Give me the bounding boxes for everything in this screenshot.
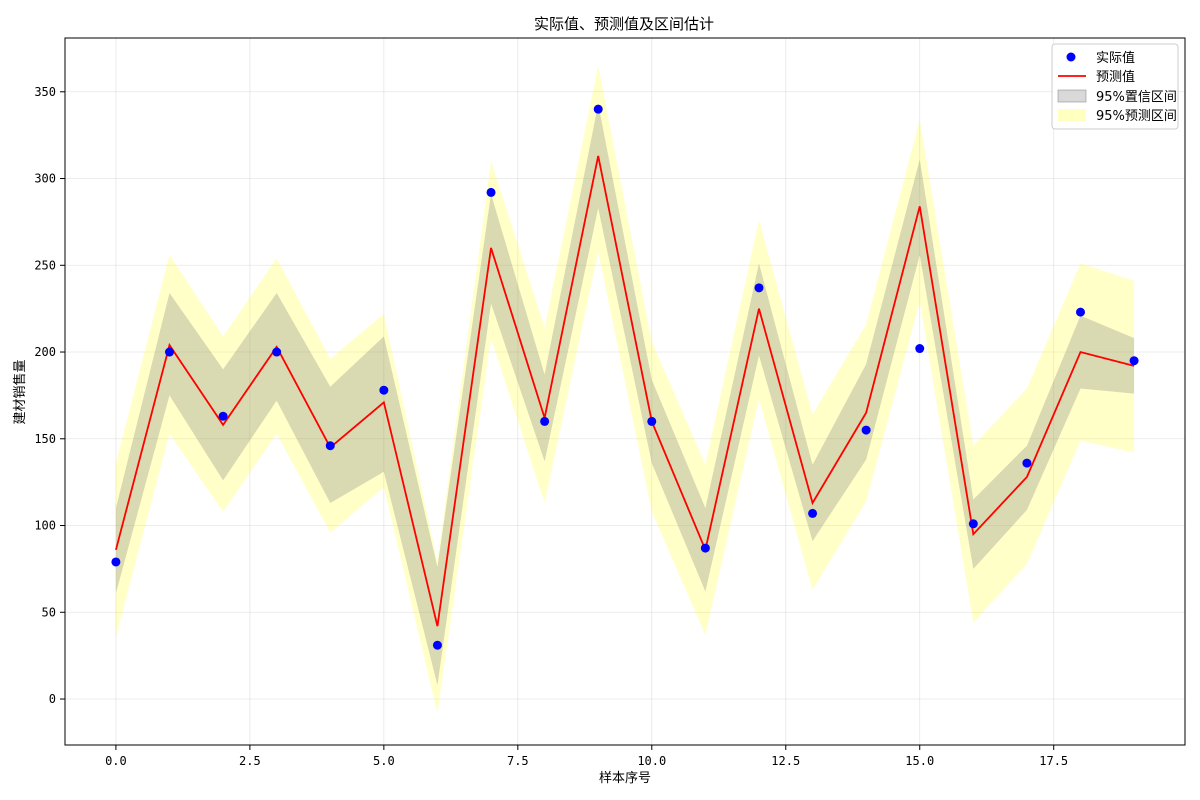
actual-point [968, 519, 978, 529]
actual-point [164, 347, 174, 357]
y-tick-label: 100 [34, 519, 56, 533]
actual-point [1076, 307, 1086, 317]
y-tick-label: 150 [34, 432, 56, 446]
legend: 实际值 预测值 95%置信区间 95%预测区间 [1051, 43, 1179, 130]
legend-label-actual: 实际值 [1096, 50, 1135, 66]
y-tick-label: 50 [42, 605, 56, 619]
y-tick-label: 250 [34, 258, 56, 272]
actual-point [1022, 458, 1032, 468]
actual-point [325, 441, 335, 451]
legend-marker-actual [1066, 52, 1076, 62]
actual-point [379, 385, 389, 395]
y-tick-label: 300 [34, 172, 56, 186]
y-tick-label: 350 [34, 85, 56, 99]
actual-point [486, 187, 496, 197]
actual-point [593, 104, 603, 114]
actual-point [915, 344, 925, 354]
plot-frame [64, 37, 1186, 746]
legend-label-predicted: 预测值 [1096, 69, 1135, 85]
actual-point [540, 416, 550, 426]
actual-point [808, 508, 818, 518]
legend-label-confidence: 95%置信区间 [1096, 90, 1177, 105]
legend-box [1051, 43, 1179, 130]
x-axis-ticks: 0.0 2.5 5.0 7.5 10.0 12.5 15.0 17.5 [105, 745, 1068, 768]
x-tick-label: 5.0 [373, 754, 395, 768]
y-axis-ticks: 0 50 100 150 200 250 300 350 [34, 85, 65, 706]
actual-point [754, 283, 764, 293]
legend-marker-confidence [1057, 89, 1087, 103]
confidence-interval-band [115, 103, 1135, 686]
predicted-line [115, 155, 1135, 627]
actual-point [1129, 356, 1139, 366]
x-tick-label: 0.0 [105, 754, 127, 768]
y-tick-label: 200 [34, 345, 56, 359]
actual-point [647, 416, 657, 426]
interval-bands [115, 65, 1135, 713]
actual-point [272, 347, 282, 357]
x-tick-label: 15.0 [905, 754, 934, 768]
y-axis-label: 建材销售量 [12, 359, 28, 424]
actual-point [700, 543, 710, 553]
y-tick-label: 0 [49, 692, 56, 706]
x-tick-label: 2.5 [239, 754, 261, 768]
x-tick-label: 7.5 [507, 754, 529, 768]
legend-marker-prediction-interval [1058, 109, 1086, 121]
actual-point [218, 411, 228, 421]
actual-point [432, 640, 442, 650]
x-tick-label: 12.5 [771, 754, 800, 768]
prediction-line-layer [115, 155, 1135, 627]
actual-points-layer [111, 104, 1139, 650]
chart-title: 实际值、预测值及区间估计 [534, 15, 714, 33]
actual-point [111, 557, 121, 567]
x-tick-label: 10.0 [637, 754, 666, 768]
x-axis-label: 样本序号 [599, 771, 651, 786]
prediction-interval-band [115, 65, 1135, 713]
grid [65, 38, 1185, 745]
legend-label-prediction-interval: 95%预测区间 [1096, 109, 1177, 124]
actual-point [861, 425, 871, 435]
x-tick-label: 17.5 [1039, 754, 1068, 768]
